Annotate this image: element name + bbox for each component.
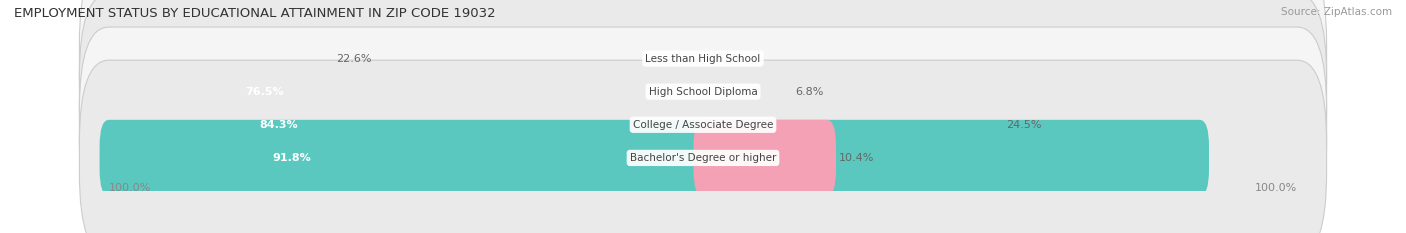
Text: 100.0%: 100.0% <box>110 183 152 193</box>
FancyBboxPatch shape <box>79 27 1327 223</box>
Text: College / Associate Degree: College / Associate Degree <box>633 120 773 130</box>
Text: 22.6%: 22.6% <box>336 54 371 64</box>
Text: Less than High School: Less than High School <box>645 54 761 64</box>
Text: High School Diploma: High School Diploma <box>648 87 758 97</box>
FancyBboxPatch shape <box>79 60 1327 233</box>
Text: EMPLOYMENT STATUS BY EDUCATIONAL ATTAINMENT IN ZIP CODE 19032: EMPLOYMENT STATUS BY EDUCATIONAL ATTAINM… <box>14 7 496 20</box>
Text: Bachelor's Degree or higher: Bachelor's Degree or higher <box>630 153 776 163</box>
FancyBboxPatch shape <box>79 0 1327 189</box>
Text: 0.0%: 0.0% <box>714 54 744 64</box>
FancyBboxPatch shape <box>100 21 387 97</box>
Text: 84.3%: 84.3% <box>259 120 298 130</box>
FancyBboxPatch shape <box>693 54 793 130</box>
Text: 10.4%: 10.4% <box>838 153 873 163</box>
Text: Source: ZipAtlas.com: Source: ZipAtlas.com <box>1281 7 1392 17</box>
Text: 100.0%: 100.0% <box>1254 183 1296 193</box>
FancyBboxPatch shape <box>100 87 1121 163</box>
FancyBboxPatch shape <box>79 0 1327 156</box>
FancyBboxPatch shape <box>100 120 1209 196</box>
Text: 76.5%: 76.5% <box>246 87 284 97</box>
Text: 6.8%: 6.8% <box>796 87 824 97</box>
FancyBboxPatch shape <box>693 120 837 196</box>
Text: 24.5%: 24.5% <box>1005 120 1042 130</box>
FancyBboxPatch shape <box>100 54 1028 130</box>
FancyBboxPatch shape <box>693 87 1004 163</box>
Text: 91.8%: 91.8% <box>273 153 311 163</box>
